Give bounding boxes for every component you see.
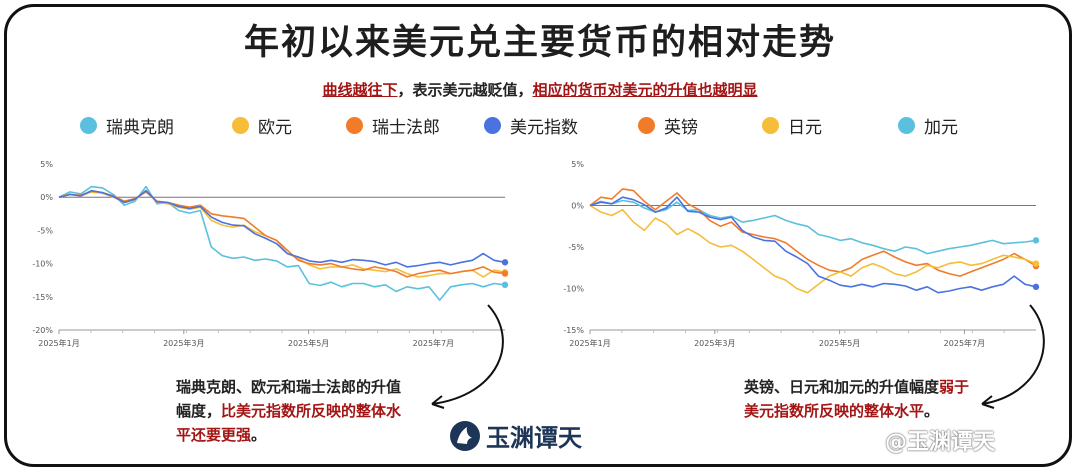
annotation-right: 英镑、日元和加元的升值幅度弱于美元指数所反映的整体水平。 [744, 375, 974, 423]
legend-swatch [762, 117, 779, 134]
series-end-point [1032, 237, 1040, 244]
legend-item: 日元 [762, 113, 822, 138]
logo: 玉渊谭天 [450, 418, 582, 453]
series-end-point [501, 281, 509, 289]
y-tick-label: 5% [571, 160, 584, 169]
x-tick-label: 2025年5月 [819, 338, 860, 348]
logo-mark-icon [450, 420, 480, 451]
legend-label: 日元 [788, 118, 822, 138]
legend-swatch [638, 117, 655, 134]
arrow-right-head [981, 395, 995, 409]
legend-label: 欧元 [258, 118, 292, 138]
legend-label: 瑞典克朗 [106, 118, 174, 138]
subtitle-emphasis-1: 曲线越往下 [322, 81, 398, 99]
y-tick-label: 5% [40, 160, 53, 169]
page-title: 年初以来美元兑主要货币的相对走势 [243, 23, 836, 63]
y-tick-label: 0% [571, 202, 584, 211]
x-tick-label: 2025年1月 [38, 338, 79, 348]
annotation-left-plain: 瑞典克朗、欧元和瑞士法郎的升值幅度， [176, 378, 402, 420]
arrow-left-head [431, 395, 445, 409]
arrow-left [431, 304, 504, 405]
series-line [58, 185, 506, 301]
legend-swatch [232, 117, 249, 134]
subtitle-emphasis-2: 相应的货币对美元的升值也越明显 [532, 81, 758, 99]
y-tick-label: -5% [37, 226, 53, 235]
y-tick-label: -10% [32, 260, 53, 269]
legend-item: 欧元 [232, 113, 292, 138]
series-line [589, 196, 1037, 294]
legend-swatch [898, 117, 915, 134]
series-end-point [501, 270, 509, 277]
y-tick-label: -15% [563, 326, 584, 335]
x-tick-label: 2025年7月 [944, 338, 985, 348]
annotation-right-emphasis: 弱于美元指数所反映的整体水平 [744, 378, 970, 420]
outer-frame [4, 4, 1072, 467]
annotation-left: 瑞典克朗、欧元和瑞士法郎的升值幅度，比美元指数所反映的整体水平还要更强。 [176, 375, 406, 447]
x-tick-label: 2025年5月 [288, 338, 329, 348]
x-tick-label: 2025年1月 [569, 338, 610, 348]
legend-label: 瑞士法郎 [372, 118, 440, 138]
annotation-right-end: 。 [924, 402, 940, 420]
legend-item: 瑞典克朗 [80, 113, 174, 138]
y-tick-label: 0% [40, 193, 53, 202]
y-tick-label: -20% [32, 326, 53, 335]
series-line [589, 199, 1037, 255]
series-line [589, 204, 1037, 294]
annotation-right-plain: 英镑、日元和加元的升值幅度 [744, 378, 940, 396]
logo-text: 玉渊谭天 [486, 423, 582, 452]
legend-swatch [80, 117, 97, 134]
x-tick-label: 2025年3月 [163, 338, 204, 348]
series-end-point [1032, 260, 1040, 267]
chart-right: 5% 0% -5% -10% -15% 2025年1月 2025年3月 2025年5月 2025… [563, 160, 1040, 348]
legend-item: 瑞士法郎 [346, 113, 440, 138]
legend-swatch [346, 117, 363, 134]
x-tick-label: 2025年3月 [694, 338, 735, 348]
legend-item: 英镑 [638, 113, 698, 138]
legend-item: 美元指数 [484, 113, 578, 138]
subtitle-plain: ，表示美元越贬值， [397, 81, 533, 99]
y-tick-label: -10% [563, 285, 584, 294]
legend-label: 加元 [924, 118, 958, 138]
subtitle: 曲线越往下，表示美元越贬值，相应的货币对美元的升值也越明显 [0, 79, 1080, 100]
legend-label: 美元指数 [510, 118, 578, 138]
annotation-left-end: 。 [251, 426, 267, 444]
series-end-point [501, 259, 509, 266]
x-tick-label: 2025年7月 [413, 338, 454, 348]
y-tick-label: -15% [32, 293, 53, 302]
chart-left: 5% 0% -5% -10% -15% -20% 2025年1月 2025年3月 2025年5月… [32, 160, 509, 348]
legend-swatch [484, 117, 501, 134]
y-tick-label: -5% [568, 243, 584, 252]
annotation-left-emphasis: 比美元指数所反映的整体水平还要更强 [176, 402, 402, 444]
legend-item: 加元 [898, 113, 958, 138]
legend-label: 英镑 [664, 118, 698, 138]
series-end-point [1032, 283, 1040, 291]
series-line [58, 189, 506, 268]
arrow-right [981, 304, 1045, 405]
series-line [589, 188, 1037, 277]
watermark: @玉渊谭天 [885, 430, 996, 455]
